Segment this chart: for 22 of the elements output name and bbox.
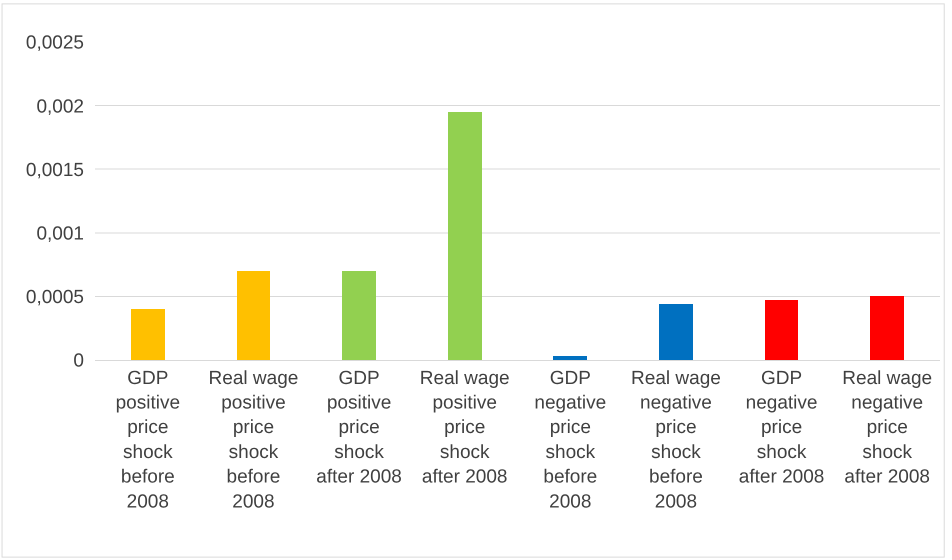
x-tick-label: Real wage negative price shock before 2008 [631, 368, 721, 512]
x-tick-label: Real wage positive price shock before 2008 [208, 368, 298, 512]
bar [870, 296, 904, 360]
bar [448, 112, 482, 360]
y-tick-label: 0,0025 [26, 32, 84, 54]
bar [659, 304, 693, 360]
x-tick-label: GDP positive price shock after 2008 [316, 368, 402, 488]
x-tick-label: Real wage negative price shock after 2008 [842, 368, 932, 488]
x-tick-label: GDP negative price shock after 2008 [738, 368, 824, 488]
y-tick-label: 0,0015 [26, 160, 84, 181]
y-tick-label: 0,001 [36, 223, 84, 244]
y-tick-label: 0,002 [36, 96, 84, 118]
bar [765, 300, 798, 360]
y-tick-label: 0,0005 [26, 287, 84, 308]
bar [131, 309, 165, 360]
bar [237, 271, 270, 360]
bar [553, 356, 587, 360]
x-tick-label: GDP negative price shock before 2008 [534, 368, 606, 512]
bar [342, 271, 376, 360]
x-tick-label: GDP positive price shock before 2008 [116, 368, 180, 512]
y-tick-label: 0 [73, 350, 84, 372]
x-tick-label: Real wage positive price shock after 2008 [420, 368, 510, 488]
